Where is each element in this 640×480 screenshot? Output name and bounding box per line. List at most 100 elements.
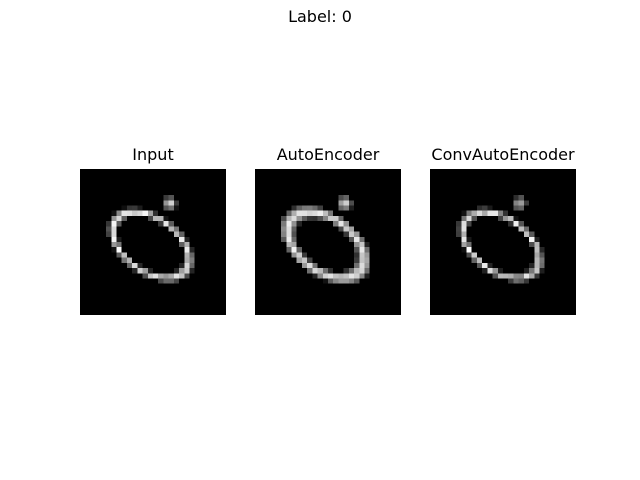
digit-pixel	[348, 231, 355, 237]
digit-pixel	[354, 252, 360, 258]
digit-pixel	[163, 195, 169, 201]
digit-pixel	[359, 236, 365, 242]
digit-pixel	[147, 273, 153, 279]
digit-pixel	[338, 200, 344, 206]
digit-pixels-convautoencoder	[456, 195, 545, 284]
digit-pixel	[359, 252, 365, 258]
digit-pixel	[301, 262, 308, 269]
digit-pixel	[343, 205, 349, 211]
digit-pixel	[121, 257, 127, 263]
digit-pixel	[137, 262, 143, 269]
digit-pixel	[291, 226, 297, 232]
digit-pixel	[359, 242, 365, 248]
digit-pixel	[322, 278, 328, 284]
digit-pixel	[529, 236, 535, 242]
digit-pixel	[476, 205, 483, 211]
digit-pixel	[307, 210, 313, 216]
digit-pixel	[322, 273, 328, 279]
digit-pixel	[338, 195, 344, 201]
digit-pixel	[111, 226, 117, 232]
digit-pixel	[296, 205, 302, 211]
digit-pixel	[168, 273, 174, 279]
digit-pixel	[492, 268, 498, 274]
digit-pixel	[163, 273, 169, 279]
digit-pixel	[137, 268, 143, 274]
panel-title-autoencoder: AutoEncoder	[276, 145, 380, 164]
digit-pixel	[476, 257, 483, 263]
digit-pixel	[184, 273, 190, 279]
digit-pixel	[291, 252, 297, 258]
digit-pixel	[296, 210, 302, 216]
digit-pixel	[286, 242, 292, 248]
digit-pixel	[348, 200, 355, 206]
digit-pixel	[534, 257, 540, 263]
digit-pixel	[364, 247, 370, 253]
digit-pixel	[364, 242, 370, 248]
panel-title-convautoencoder: ConvAutoEncoder	[431, 145, 575, 164]
digit-pixel	[534, 247, 540, 253]
digit-pixel	[487, 205, 493, 211]
digit-pixel	[513, 200, 519, 206]
digit-pixel	[497, 273, 503, 279]
digit-pixel	[529, 268, 535, 274]
digit-pixel	[281, 215, 287, 222]
digit-pixel	[348, 273, 355, 279]
digit-pixel	[296, 257, 302, 263]
digit-pixel	[307, 205, 313, 211]
digit-pixel	[534, 262, 540, 269]
digit-pixel	[343, 200, 349, 206]
digit-pixel	[286, 221, 292, 227]
digit-pixel	[291, 210, 297, 216]
digit-pixel	[539, 252, 545, 258]
digit-pixel	[534, 236, 540, 242]
digit-pixel	[168, 195, 174, 201]
digit-pixel	[487, 262, 493, 269]
digit-pixel	[338, 205, 344, 211]
convautoencoder-digit-image	[430, 169, 576, 315]
digit-pixel	[523, 278, 530, 284]
digit-pixel	[173, 278, 180, 284]
digit-pixel	[534, 242, 540, 248]
digit-pixel	[286, 236, 292, 242]
digit-pixel	[513, 195, 519, 201]
digit-pixel	[106, 226, 112, 232]
digit-pixel	[184, 247, 190, 253]
digit-pixel	[513, 221, 519, 227]
digit-pixel	[173, 200, 180, 206]
digit-pixel	[338, 215, 344, 222]
digit-pixel	[158, 215, 164, 222]
digit-pixel	[189, 268, 195, 274]
digit-pixel	[132, 268, 138, 274]
digit-pixel	[333, 273, 339, 279]
digit-pixel	[184, 252, 190, 258]
digit-pixel	[508, 273, 514, 279]
digit-pixel	[539, 262, 545, 269]
digit-pixel	[184, 242, 190, 248]
digit-pixel	[286, 247, 292, 253]
digit-pixel	[173, 231, 180, 237]
digit-pixel	[317, 273, 323, 279]
digit-pixel	[126, 205, 133, 211]
digit-pixel	[328, 278, 334, 284]
digit-pixel	[529, 273, 535, 279]
digit-pixel	[307, 268, 313, 274]
digit-pixel	[296, 215, 302, 222]
digit-pixel	[456, 221, 462, 227]
digit-pixel	[343, 278, 349, 284]
panel-autoencoder: AutoEncoder	[254, 145, 402, 315]
digit-pixel	[179, 242, 185, 248]
digit-pixel	[142, 273, 148, 279]
digit-pixel	[189, 262, 195, 269]
input-digit-image	[80, 169, 226, 315]
digit-pixel	[471, 257, 477, 263]
digit-pixel	[497, 215, 503, 222]
digit-pixel	[317, 268, 323, 274]
panel-convautoencoder: ConvAutoEncoder	[429, 145, 577, 315]
digit-pixel	[286, 226, 292, 232]
digit-pixel	[106, 231, 112, 237]
digit-pixel	[301, 215, 308, 222]
panel-input: Input	[79, 145, 227, 315]
digit-pixel	[359, 273, 365, 279]
digit-pixel	[354, 273, 360, 279]
digit-pixel	[179, 273, 185, 279]
